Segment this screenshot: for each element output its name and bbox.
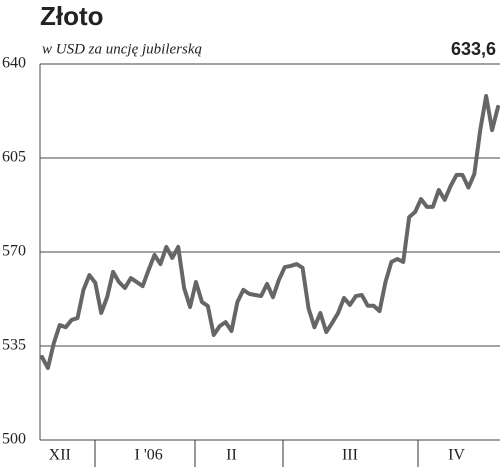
annotation: 633,6 bbox=[451, 39, 496, 59]
x-tick-label: II bbox=[226, 447, 237, 464]
x-tick-label: IV bbox=[448, 447, 465, 464]
y-tick-label: 500 bbox=[2, 431, 26, 448]
x-tick-label: III bbox=[342, 447, 358, 464]
y-tick-label: 535 bbox=[2, 337, 26, 354]
chart-subtitle: w USD za uncję jubilerską bbox=[42, 41, 202, 57]
y-tick-label: 570 bbox=[2, 243, 26, 260]
chart-title: Złoto bbox=[40, 1, 104, 31]
x-tick-label: I '06 bbox=[134, 447, 162, 464]
y-tick-label: 640 bbox=[2, 55, 26, 72]
x-tick-label: XII bbox=[49, 447, 71, 464]
month-separators bbox=[94, 440, 419, 467]
y-tick-label: 605 bbox=[2, 149, 26, 166]
price-line bbox=[40, 93, 500, 371]
